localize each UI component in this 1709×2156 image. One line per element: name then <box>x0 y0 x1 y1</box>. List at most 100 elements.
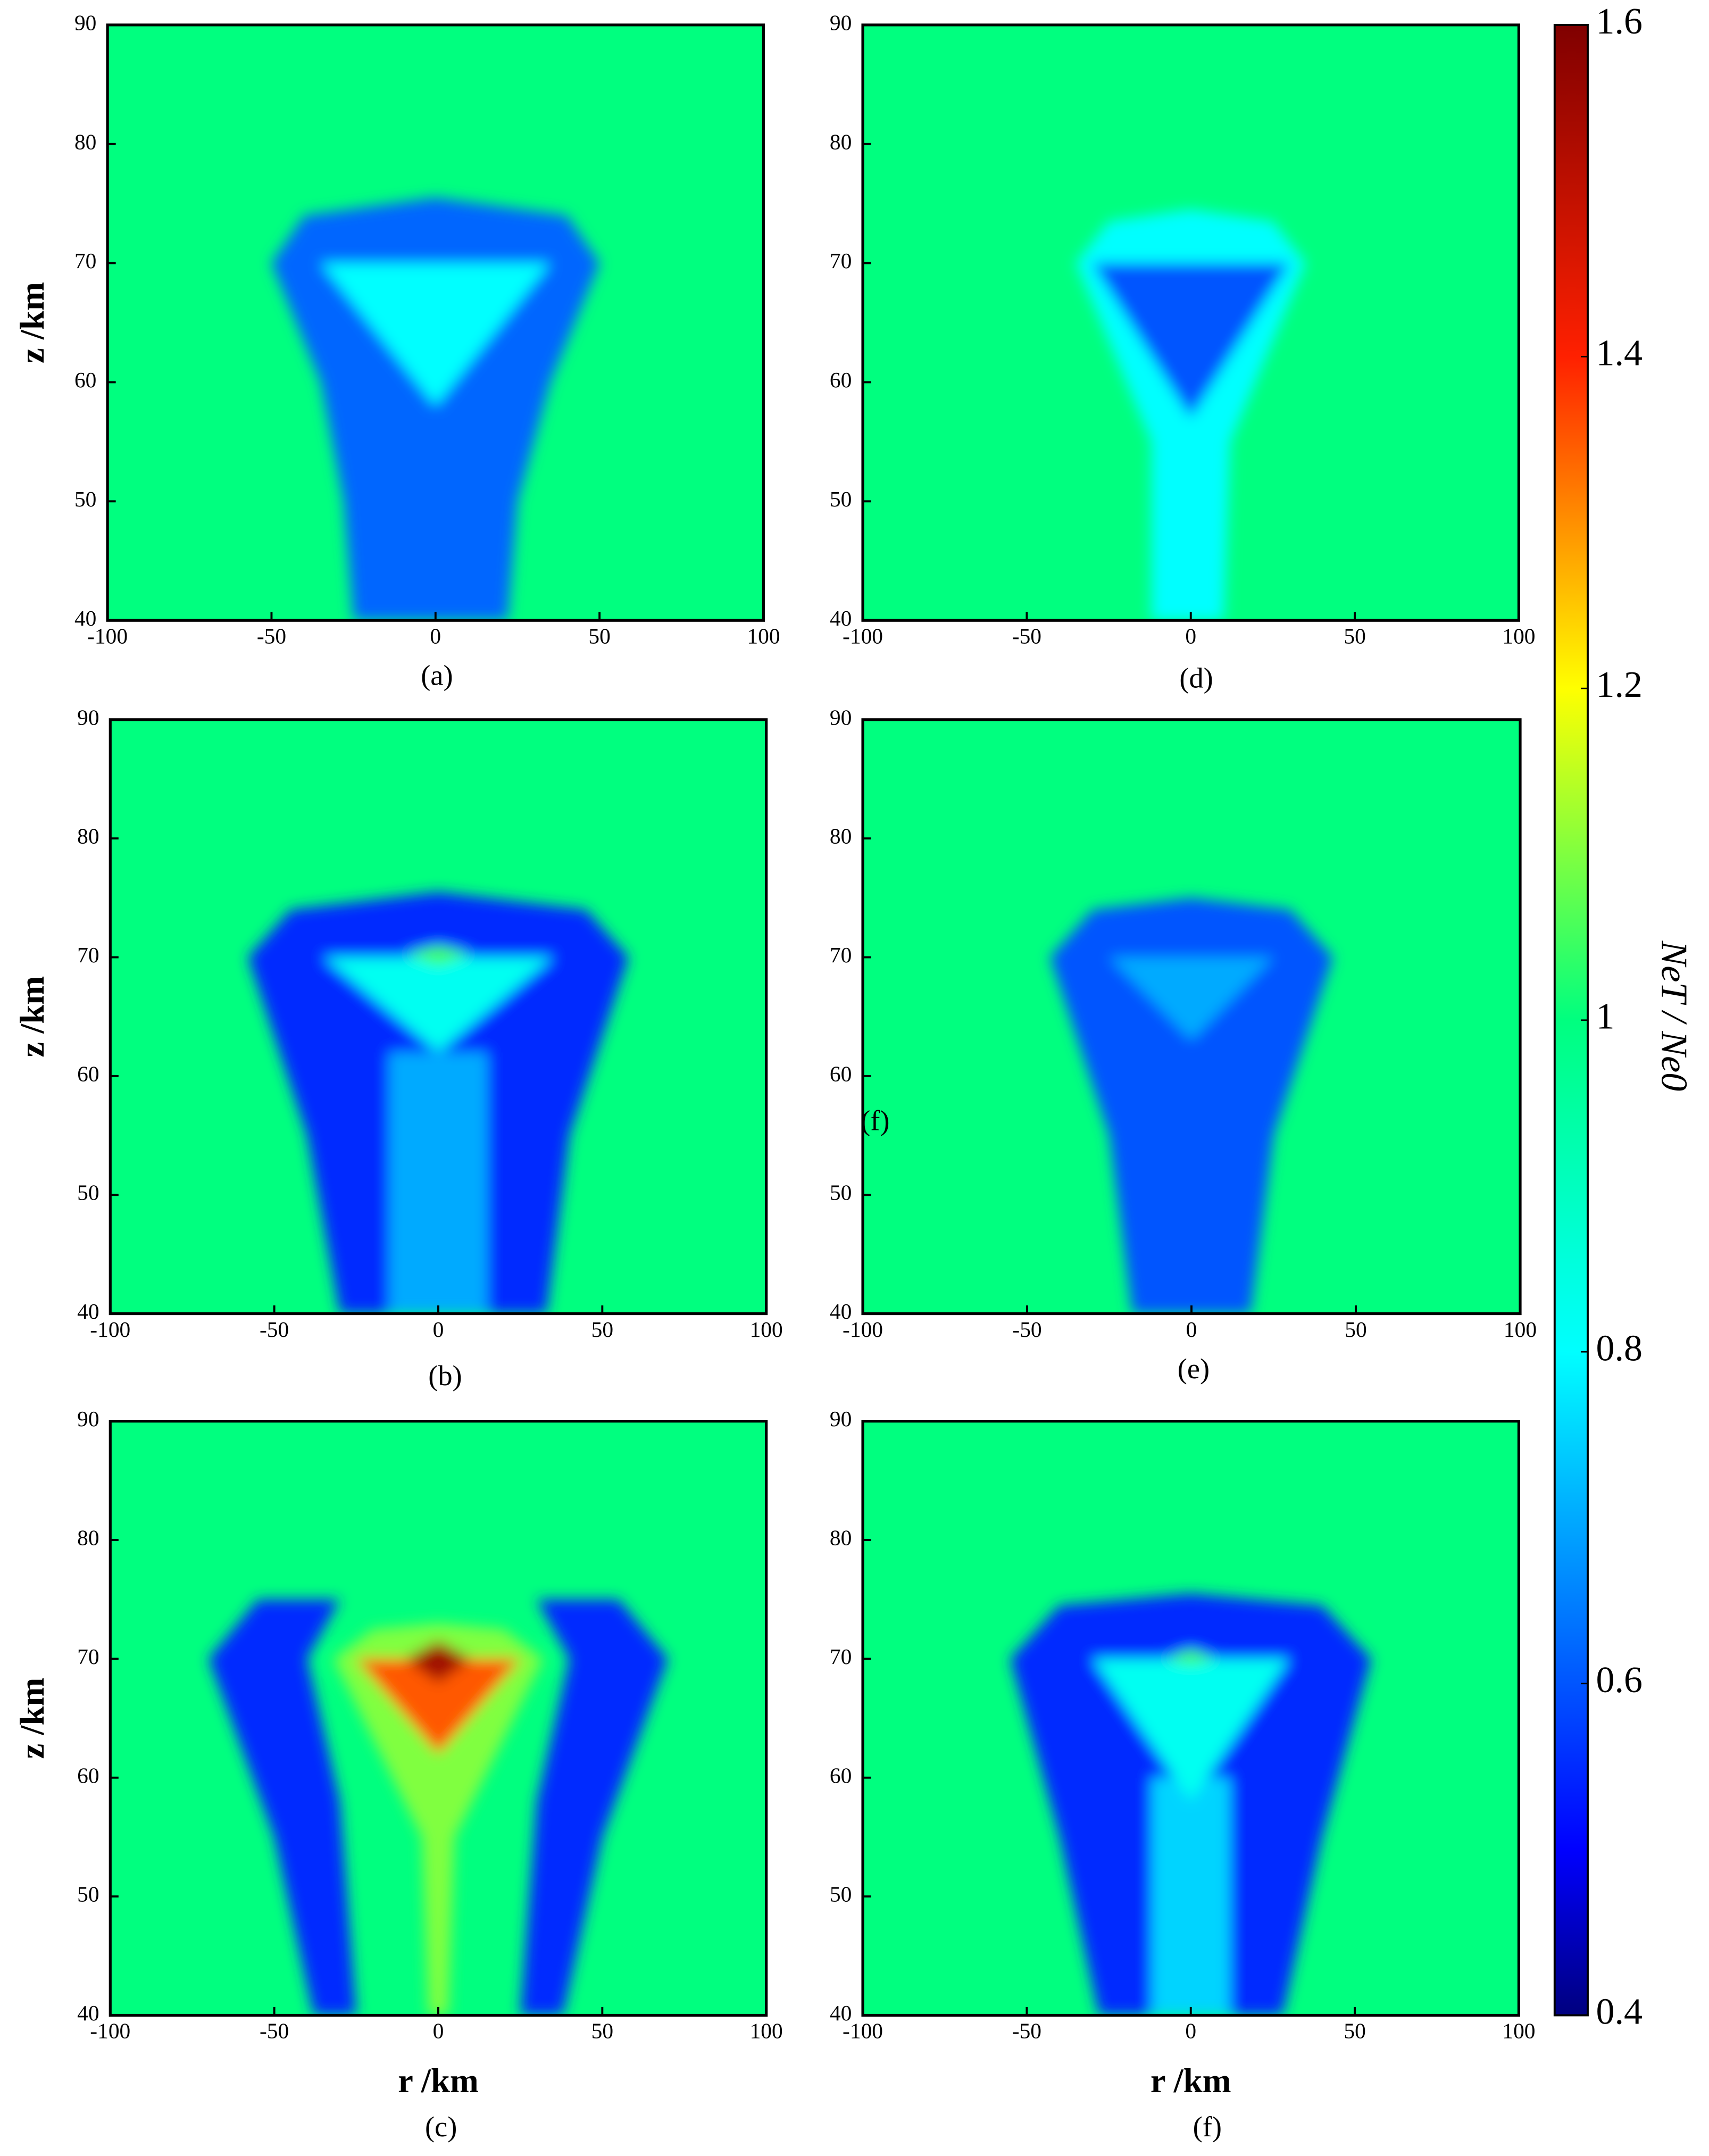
y-tick-label: 50 <box>74 487 96 511</box>
heatmap <box>863 24 1519 621</box>
plume-layer <box>271 197 600 621</box>
x-tick-label: -100 <box>843 1317 883 1342</box>
plume <box>333 1623 544 2016</box>
y-tick-label: 70 <box>77 943 99 967</box>
plume <box>356 1659 521 1754</box>
x-tick-label: -100 <box>843 2019 883 2043</box>
x-tick-label: -50 <box>1012 1317 1041 1342</box>
panel-caption: (c) <box>425 2111 457 2143</box>
plume <box>1151 1777 1230 2016</box>
heatmap <box>107 24 764 621</box>
y-tick-label: 50 <box>830 487 852 511</box>
x-tick-label: -100 <box>87 623 128 648</box>
y-tick-label: 50 <box>830 1180 852 1205</box>
y-tick-label: 90 <box>74 10 96 35</box>
heatmap <box>863 719 1521 1314</box>
panel-caption: (f) <box>1193 2111 1222 2143</box>
x-tick-label: 50 <box>591 1317 613 1342</box>
y-tick-label: 70 <box>830 248 852 273</box>
x-tick-label: -50 <box>257 623 286 648</box>
x-tick-label: 0 <box>1185 623 1196 648</box>
x-tick-label: 100 <box>1504 1317 1537 1342</box>
panel-caption: (d) <box>1179 662 1213 694</box>
y-tick-label: 60 <box>74 368 96 392</box>
plume <box>1109 957 1274 1040</box>
x-tick-label: 0 <box>433 2019 444 2043</box>
y-tick-label: 80 <box>77 824 99 848</box>
colorbar-tick-label: 0.4 <box>1596 1992 1643 2033</box>
y-tick-label: 50 <box>830 1882 852 1907</box>
x-tick-label: -100 <box>90 2019 130 2043</box>
y-axis-label: z /km <box>13 1678 52 1759</box>
x-tick-label: -50 <box>1012 2019 1041 2043</box>
x-tick-label: 100 <box>1502 2019 1535 2043</box>
x-tick-label: 100 <box>750 1317 783 1342</box>
colorbar-tick-label: 1.2 <box>1596 664 1643 705</box>
colorbar-tick-label: 1.6 <box>1596 1 1643 42</box>
x-tick-label: 0 <box>1186 1317 1197 1342</box>
x-axis-label: r /km <box>1151 2062 1231 2100</box>
annotation: (f) <box>861 1104 889 1136</box>
y-tick-label: 90 <box>77 705 99 729</box>
y-tick-label: 90 <box>77 1406 99 1431</box>
plume <box>1092 263 1289 418</box>
y-tick-label: 80 <box>830 824 852 848</box>
y-tick-label: 60 <box>830 368 852 392</box>
x-tick-label: 100 <box>750 2019 783 2043</box>
plume-layer <box>1050 897 1333 1314</box>
x-tick-label: 0 <box>1185 2019 1196 2043</box>
y-tick-label: 60 <box>830 1061 852 1086</box>
x-tick-label: -100 <box>843 623 883 648</box>
heatmap <box>110 719 766 1314</box>
colorbar-tick-label: 0.8 <box>1596 1328 1643 1369</box>
y-tick-label: 80 <box>830 129 852 154</box>
x-tick-label: 50 <box>591 2019 613 2043</box>
colorbar-tick-label: 1 <box>1596 996 1615 1037</box>
y-tick-label: 60 <box>830 1763 852 1787</box>
x-tick-label: 50 <box>1344 2019 1365 2043</box>
x-tick-label: 0 <box>430 623 441 648</box>
x-tick-label: -50 <box>260 1317 289 1342</box>
y-tick-label: 40 <box>77 2001 99 2025</box>
y-tick-label: 40 <box>830 606 852 630</box>
y-axis-label: z /km <box>13 976 52 1058</box>
plume-layer <box>209 1599 668 2016</box>
y-tick-label: 80 <box>77 1526 99 1550</box>
plume <box>323 957 553 1053</box>
plume <box>209 1599 356 2016</box>
y-tick-label: 40 <box>830 1299 852 1323</box>
plume <box>405 945 471 966</box>
plume <box>1092 1659 1289 1802</box>
x-tick-label: 0 <box>433 1317 444 1342</box>
panel-caption: (e) <box>1178 1353 1210 1385</box>
plume <box>320 263 551 406</box>
y-tick-label: 50 <box>77 1882 99 1907</box>
y-tick-label: 60 <box>77 1061 99 1086</box>
y-tick-label: 70 <box>74 248 96 273</box>
x-tick-label: 50 <box>1345 1317 1366 1342</box>
plume <box>405 1641 471 1683</box>
plume <box>1050 897 1333 1314</box>
plume-layer <box>248 892 629 1314</box>
y-tick-label: 80 <box>74 129 96 154</box>
x-axis-label: r /km <box>398 2062 479 2100</box>
plume-layer <box>1076 209 1306 621</box>
plume <box>520 1599 668 2016</box>
x-tick-label: 50 <box>588 623 610 648</box>
x-tick-label: 100 <box>747 623 780 648</box>
y-tick-label: 40 <box>830 2001 852 2025</box>
plume-layer <box>1010 1593 1371 2016</box>
y-axis-label: z /km <box>13 282 52 363</box>
panel-caption: (a) <box>421 660 453 692</box>
x-tick-label: -50 <box>1012 623 1041 648</box>
y-tick-label: 70 <box>830 1644 852 1669</box>
x-tick-label: -50 <box>260 2019 289 2043</box>
y-tick-label: 50 <box>77 1180 99 1205</box>
colorbar-tick-label: 0.6 <box>1596 1660 1643 1701</box>
y-tick-label: 60 <box>77 1763 99 1787</box>
x-tick-label: -100 <box>90 1317 130 1342</box>
x-tick-label: 50 <box>1344 623 1365 648</box>
y-tick-label: 90 <box>830 705 852 729</box>
